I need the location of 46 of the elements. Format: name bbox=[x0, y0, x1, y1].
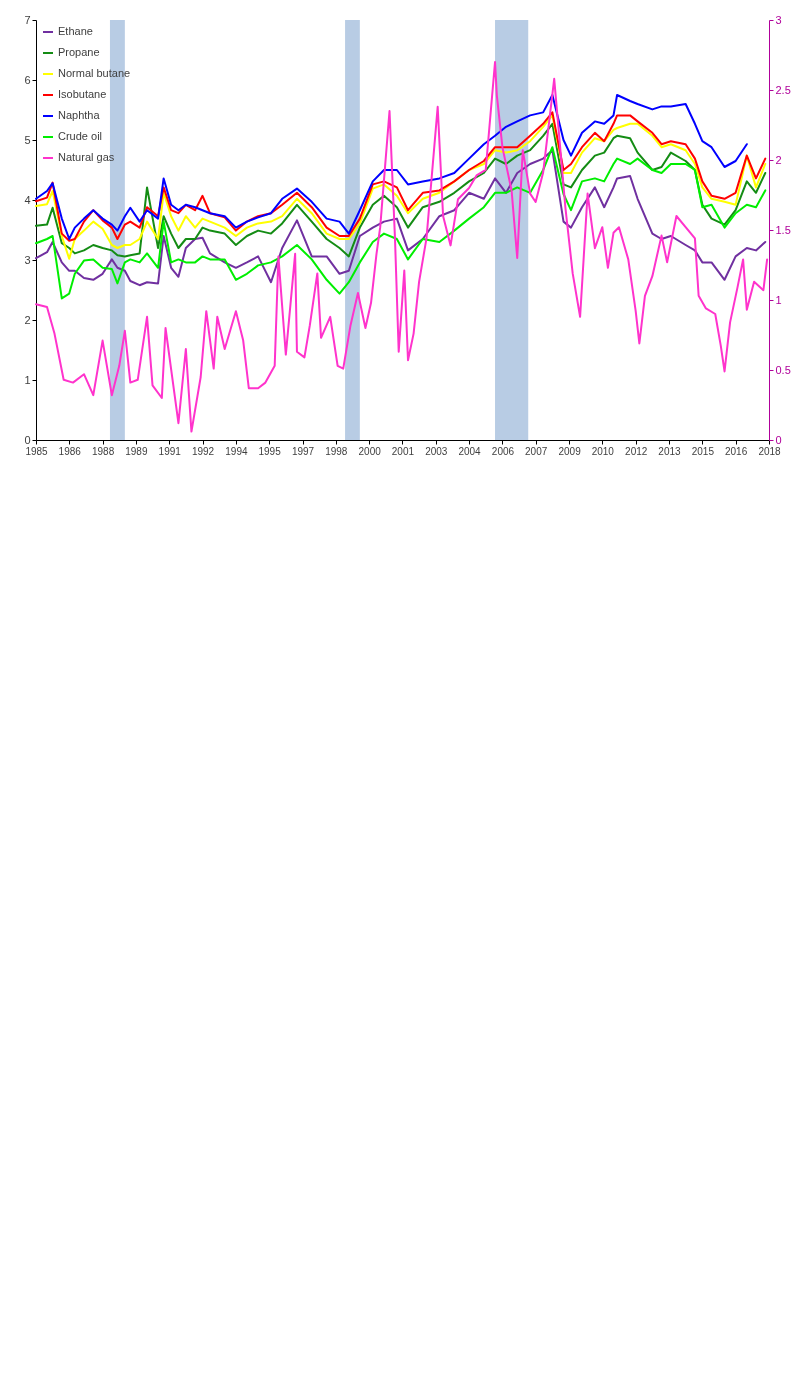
x-tick-label: 2001 bbox=[391, 445, 415, 457]
y2-tick-label: 2.5 bbox=[775, 83, 791, 96]
x-tick-label: 2004 bbox=[458, 445, 482, 457]
y-tick-label: 7 bbox=[24, 13, 31, 26]
x-tick-label: 1994 bbox=[225, 445, 248, 457]
x-tick-label: 2013 bbox=[658, 445, 682, 457]
x-tick-label: 1995 bbox=[258, 445, 282, 457]
x-tick-label: 2003 bbox=[425, 445, 448, 457]
x-tick-label: 1991 bbox=[158, 445, 182, 457]
y2-tick-label: 0 bbox=[775, 433, 782, 446]
legend-label: Isobutane bbox=[58, 88, 107, 100]
x-tick-label: 2009 bbox=[558, 445, 582, 457]
y2-tick-label: 0.5 bbox=[775, 363, 791, 376]
y-tick-label: 1 bbox=[24, 373, 31, 386]
x-tick-label: 1997 bbox=[291, 445, 315, 457]
x-tick-label: 1988 bbox=[91, 445, 115, 457]
legend-label: Crude oil bbox=[58, 130, 103, 142]
x-tick-label: 2006 bbox=[491, 445, 515, 457]
y-tick-label: 4 bbox=[24, 193, 31, 206]
legend-label: Propane bbox=[58, 46, 100, 58]
legend-label: Natural gas bbox=[58, 151, 115, 163]
x-tick-label: 1989 bbox=[125, 445, 148, 457]
y-tick-label: 3 bbox=[24, 253, 31, 266]
y2-tick-label: 1.5 bbox=[775, 223, 791, 236]
x-tick-label: 1992 bbox=[191, 445, 215, 457]
x-tick-label: 2000 bbox=[358, 445, 382, 457]
legend-label: Ethane bbox=[58, 25, 93, 37]
y-tick-label: 6 bbox=[24, 73, 31, 86]
x-tick-label: 1998 bbox=[325, 445, 348, 457]
x-tick-label: 1985 bbox=[25, 445, 49, 457]
y-tick-label: 5 bbox=[24, 133, 31, 146]
y-tick-label: 2 bbox=[24, 313, 31, 326]
x-tick-label: 2018 bbox=[758, 445, 782, 457]
x-tick-label: 2012 bbox=[625, 445, 648, 457]
y2-tick-label: 3 bbox=[775, 13, 782, 26]
x-tick-label: 2016 bbox=[724, 445, 748, 457]
y2-tick-label: 2 bbox=[775, 153, 782, 166]
legend-label: Normal butane bbox=[58, 67, 131, 79]
x-tick-label: 2010 bbox=[591, 445, 615, 457]
line-series bbox=[35, 61, 769, 433]
y2-tick-label: 1 bbox=[775, 293, 782, 306]
x-tick-label: 1986 bbox=[58, 445, 82, 457]
legend-label: Naphtha bbox=[58, 109, 101, 121]
y-tick-label: 0 bbox=[24, 433, 31, 446]
x-tick-label: 2007 bbox=[525, 445, 548, 457]
x-tick-label: 2015 bbox=[691, 445, 715, 457]
